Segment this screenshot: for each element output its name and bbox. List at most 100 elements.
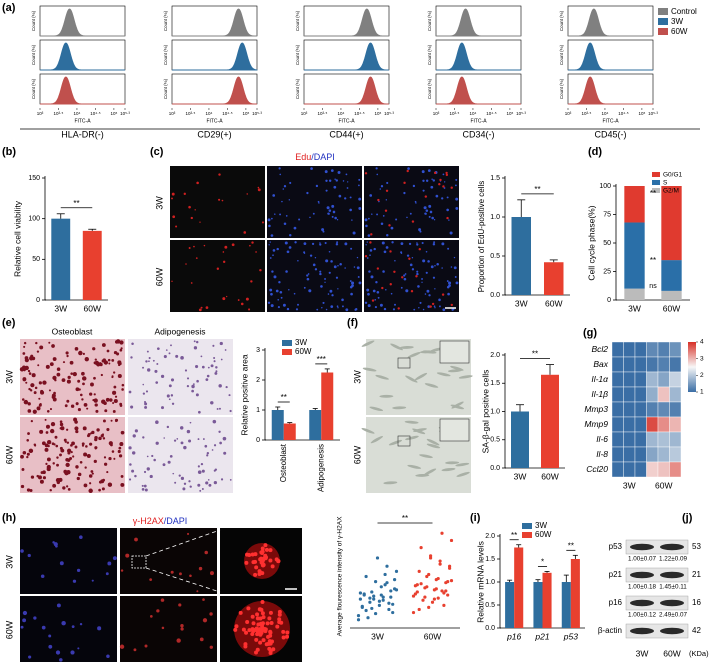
cell <box>36 406 41 411</box>
cell <box>407 352 421 358</box>
heat-cell <box>634 386 647 403</box>
cell <box>385 288 387 291</box>
cell <box>28 655 32 659</box>
cell <box>285 270 288 273</box>
cell <box>277 306 280 309</box>
cell <box>311 242 315 246</box>
bar <box>283 423 296 440</box>
cell <box>82 426 87 431</box>
heat-cell <box>646 356 659 373</box>
y-tick-label: 1 <box>256 407 260 414</box>
cell <box>216 267 220 270</box>
cell <box>183 445 187 450</box>
row-label: 60W <box>352 445 362 464</box>
cell <box>339 263 342 266</box>
y-tick-label: 0.5 <box>490 253 500 260</box>
focus <box>277 609 282 614</box>
heat-cell <box>646 431 659 448</box>
row-label: 3W <box>352 370 362 384</box>
focus <box>264 555 269 560</box>
x-tick-label: 10⁵ <box>638 111 645 116</box>
cell <box>117 449 121 454</box>
cell <box>163 437 166 439</box>
cell <box>199 221 201 223</box>
cell <box>75 465 79 469</box>
x-tick-label: 10⁴·⁵ <box>618 111 628 116</box>
cell <box>89 442 93 446</box>
cell <box>448 219 450 221</box>
cell <box>186 385 190 388</box>
cell <box>442 173 445 176</box>
dot <box>389 595 393 599</box>
cell <box>32 409 37 414</box>
cell <box>25 381 28 384</box>
cell <box>225 385 228 389</box>
cell <box>36 474 40 478</box>
y-tick-label: 1.5 <box>490 175 500 182</box>
cell <box>108 456 112 461</box>
y-tick-label: 3 <box>256 347 260 354</box>
cell <box>52 397 57 402</box>
row-label: Il-1β <box>591 389 608 399</box>
cell <box>111 375 114 378</box>
cell <box>277 298 280 301</box>
cell <box>199 489 202 492</box>
cell <box>314 257 317 259</box>
cell <box>210 364 214 368</box>
cell <box>330 260 333 263</box>
cell <box>79 393 83 397</box>
cell <box>456 471 470 477</box>
cell <box>75 429 79 434</box>
cell <box>317 200 320 203</box>
legend-swatch <box>522 532 532 538</box>
heat-cell <box>634 356 647 373</box>
error-bar <box>516 544 522 548</box>
cell <box>94 446 98 450</box>
cell <box>295 308 299 311</box>
histogram <box>40 8 125 37</box>
heat-cell <box>646 401 659 418</box>
cell <box>201 469 205 473</box>
cell <box>426 289 430 293</box>
dot <box>374 611 378 616</box>
inset <box>439 418 470 442</box>
cell <box>52 357 57 361</box>
dot <box>417 607 421 612</box>
cell <box>82 376 87 381</box>
y-tick-label: 1.0 <box>485 579 495 586</box>
legend-label: 60W <box>535 530 552 539</box>
bar-segment <box>624 222 645 289</box>
cell <box>56 367 61 371</box>
cell <box>120 430 125 435</box>
heat-cell <box>634 446 647 463</box>
x-tick-label: 10⁵ <box>506 111 513 116</box>
marker-label: CD29(+) <box>197 129 231 139</box>
cell <box>191 384 195 389</box>
cell <box>107 358 111 362</box>
cell <box>163 354 167 359</box>
cell <box>30 383 35 388</box>
cell <box>22 610 28 616</box>
cell <box>76 476 80 481</box>
cell <box>327 293 330 295</box>
cell <box>90 470 94 473</box>
cell <box>144 644 148 648</box>
cell <box>198 566 203 571</box>
cell <box>455 197 459 201</box>
cell <box>426 443 441 449</box>
cell <box>45 462 48 466</box>
cell <box>204 444 208 448</box>
cell <box>268 244 270 246</box>
y-tick-label: 0 <box>607 297 611 304</box>
cell <box>352 231 356 235</box>
x-tick-label: 10⁵ <box>242 111 249 116</box>
cell <box>189 485 192 488</box>
focus <box>244 560 249 565</box>
cell <box>422 189 425 192</box>
panel-label: (h) <box>2 512 16 524</box>
micrograph <box>20 417 125 493</box>
focus <box>268 630 273 635</box>
cell <box>74 347 79 351</box>
cell <box>376 213 379 216</box>
cell <box>335 179 338 182</box>
